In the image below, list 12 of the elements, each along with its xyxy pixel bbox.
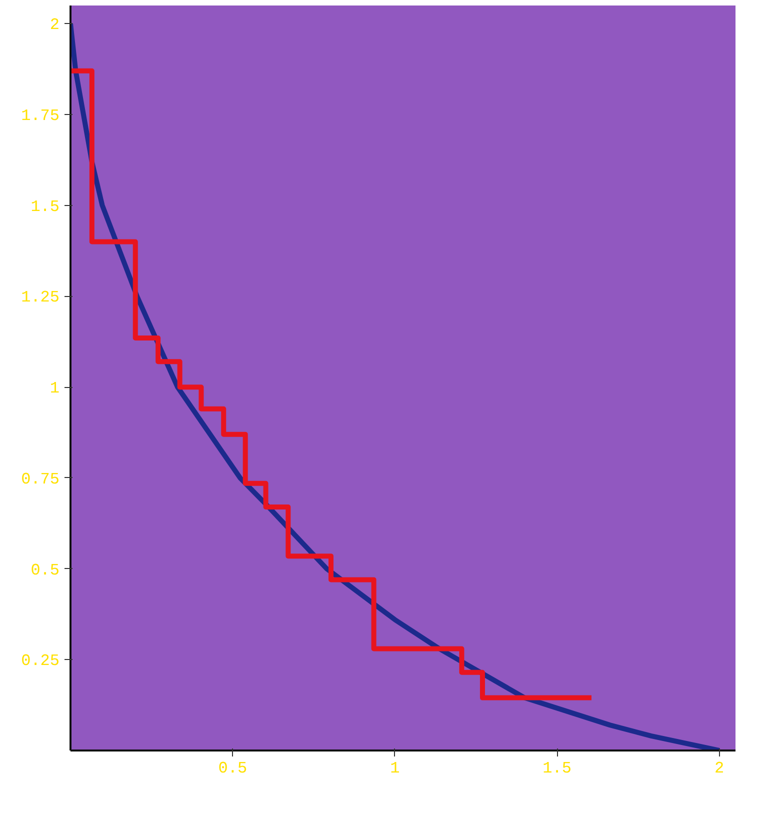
x-tick-label: 1 — [390, 760, 400, 778]
y-tick-label: 0.25 — [21, 652, 60, 670]
y-tick-label: 0.75 — [21, 470, 60, 488]
y-tick-label: 0.5 — [30, 561, 60, 580]
y-tick-label: 1 — [50, 380, 60, 398]
x-tick-label: 1.5 — [542, 760, 572, 778]
y-tick-label: 2 — [50, 16, 60, 34]
y-tick-label: 1.5 — [30, 198, 60, 216]
x-tick-label: 0.5 — [218, 760, 248, 778]
y-tick-label: 1.75 — [21, 107, 60, 126]
x-tick-label: 2 — [714, 760, 724, 778]
y-tick-label: 1.25 — [21, 288, 60, 307]
